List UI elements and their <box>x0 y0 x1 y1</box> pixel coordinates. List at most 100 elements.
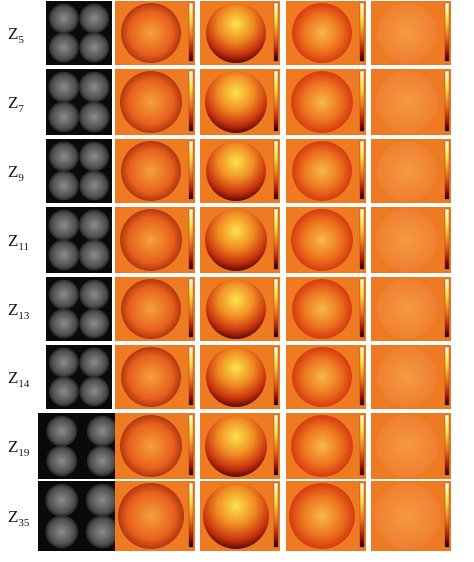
colorbar <box>273 346 279 406</box>
row-label-subscript: 13 <box>18 310 30 322</box>
pattern-lobe <box>48 376 79 407</box>
pattern-lobe <box>48 3 79 34</box>
row-label: Z11 <box>8 231 29 253</box>
map-disc <box>206 3 266 63</box>
row-label-subscript: 11 <box>18 241 29 253</box>
row-label-letter: Z <box>8 162 18 181</box>
pattern-lobe <box>78 239 110 271</box>
pattern-lobe <box>79 170 110 201</box>
colorbar <box>188 414 194 476</box>
map-disc <box>121 347 181 407</box>
pattern-lobe <box>48 71 80 103</box>
pattern-lobe <box>48 308 79 339</box>
colorbar <box>444 140 450 200</box>
map-disc <box>120 415 182 477</box>
row-label-subscript: 5 <box>18 34 24 46</box>
pattern-lobe <box>79 347 110 378</box>
row: Z11 <box>8 207 451 273</box>
pattern-lobe <box>79 3 110 34</box>
colorbar <box>273 2 279 62</box>
row-label: Z5 <box>8 24 24 46</box>
pattern-lobe <box>48 279 79 310</box>
row-label-letter: Z <box>8 368 18 387</box>
row-label: Z19 <box>8 437 30 459</box>
pattern-lobe <box>48 141 79 172</box>
row-label-letter: Z <box>8 93 18 112</box>
map-disc <box>377 141 437 201</box>
row-label-subscript: 19 <box>18 447 30 459</box>
map-disc <box>292 347 352 407</box>
pattern-lobe <box>85 483 119 517</box>
map-disc <box>121 3 181 63</box>
colorbar <box>273 482 279 548</box>
row-label-subscript: 7 <box>18 103 24 115</box>
map-disc <box>205 415 267 477</box>
colorbar <box>188 70 194 132</box>
colorbar <box>359 482 365 548</box>
row-label: Z13 <box>8 300 30 322</box>
map-disc <box>206 141 266 201</box>
pattern-lobe <box>86 415 118 447</box>
map-disc <box>291 209 353 271</box>
map-disc <box>374 483 440 549</box>
row: Z19 <box>8 413 451 479</box>
map-disc <box>376 71 438 133</box>
pattern-lobe <box>48 170 79 201</box>
pattern-lobe <box>48 239 80 271</box>
map-disc <box>203 483 269 549</box>
pattern-lobe <box>78 101 110 133</box>
map-disc <box>377 279 437 339</box>
map-disc <box>377 347 437 407</box>
map-disc <box>292 279 352 339</box>
map-disc <box>205 209 267 271</box>
pattern-lobe <box>79 308 110 339</box>
colorbar <box>359 346 365 406</box>
pattern-lobe <box>48 32 79 63</box>
row-label: Z35 <box>8 507 30 529</box>
map-disc <box>121 279 181 339</box>
map-disc <box>376 415 438 477</box>
colorbar <box>188 482 194 548</box>
pattern-lobe <box>85 515 119 549</box>
colorbar <box>359 70 365 132</box>
map-disc <box>206 279 266 339</box>
colorbar <box>444 482 450 548</box>
colorbar <box>188 208 194 270</box>
colorbar <box>273 208 279 270</box>
pattern-lobe <box>78 71 110 103</box>
colorbar <box>444 414 450 476</box>
colorbar <box>188 140 194 200</box>
pattern-lobe <box>48 101 80 133</box>
colorbar <box>444 208 450 270</box>
pattern-lobe <box>45 483 79 517</box>
row-label: Z14 <box>8 368 30 390</box>
pattern-lobe <box>46 445 78 477</box>
pattern-lobe <box>79 279 110 310</box>
row-label-subscript: 35 <box>18 517 30 529</box>
row: Z9 <box>8 139 451 203</box>
colorbar <box>444 70 450 132</box>
colorbar <box>273 70 279 132</box>
colorbar <box>188 278 194 338</box>
colorbar <box>273 278 279 338</box>
row: Z13 <box>8 277 451 341</box>
map-disc <box>121 141 181 201</box>
colorbar <box>444 2 450 62</box>
pattern-lobe <box>46 415 78 447</box>
pattern-lobe <box>79 32 110 63</box>
colorbar <box>359 208 365 270</box>
row-label-letter: Z <box>8 300 18 319</box>
pattern-lobe <box>45 515 79 549</box>
pattern-lobe <box>48 209 80 241</box>
map-disc <box>120 209 182 271</box>
colorbar <box>188 2 194 62</box>
colorbar <box>359 414 365 476</box>
row-label: Z7 <box>8 93 24 115</box>
row-label-letter: Z <box>8 231 18 250</box>
row-label-letter: Z <box>8 437 18 456</box>
row-label-letter: Z <box>8 507 18 526</box>
map-disc <box>292 3 352 63</box>
map-disc <box>289 483 355 549</box>
map-disc <box>206 347 266 407</box>
